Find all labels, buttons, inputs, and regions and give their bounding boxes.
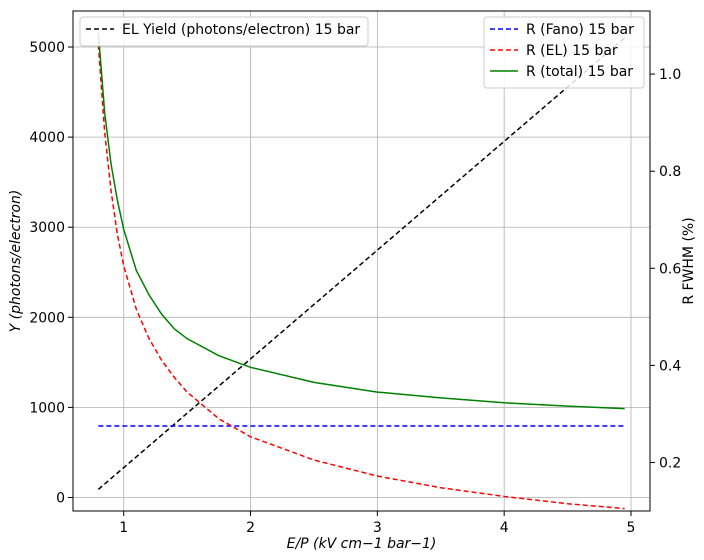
y-right-tick-label: 0.8	[659, 164, 681, 180]
x-tick-label: 4	[500, 520, 509, 536]
y-right-tick-label: 0.6	[659, 261, 681, 277]
y-left-tick-label: 4000	[29, 130, 65, 146]
x-tick-label: 2	[246, 520, 255, 536]
series-line-0	[97, 37, 626, 490]
plot-frame	[72, 10, 651, 512]
y-right-tick-label: 0.2	[659, 455, 681, 471]
y-left-tick-label: 1000	[29, 400, 65, 416]
series-layer	[97, 32, 626, 510]
legend-label: R (total) 15 bar	[526, 64, 633, 80]
y-left-tick-label: 0	[56, 490, 65, 506]
series-line-2	[97, 44, 625, 510]
y-right-tick-label: 0.4	[659, 358, 681, 374]
y-left-tick-label: 3000	[29, 220, 65, 236]
x-tick-label: 3	[373, 520, 382, 536]
legend-box	[483, 16, 645, 89]
legend-label: EL Yield (photons/electron) 15 bar	[122, 22, 360, 38]
x-tick-label: 5	[627, 520, 636, 536]
x-axis-ticks: 1 2 3 4 5	[119, 511, 635, 536]
y-left-tick-label: 5000	[29, 40, 65, 56]
y-right-tick-label: 1.0	[659, 67, 681, 83]
legend-right: R (Fano) 15 bar R (EL) 15 bar R (total) 15…	[483, 16, 645, 89]
legend-box	[79, 16, 369, 47]
legend-left: EL Yield (photons/electron) 15 bar	[79, 16, 369, 47]
y-left-tick-label: 2000	[29, 310, 65, 326]
x-tick-label: 1	[119, 520, 128, 536]
y-left-axis-ticks: 0 1000 2000 3000 4000 5000	[29, 40, 73, 506]
legend-label: R (EL) 15 bar	[526, 43, 618, 59]
y-right-axis-ticks: 0.2 0.4 0.6 0.8 1.0	[650, 67, 681, 471]
series-line-3	[97, 32, 625, 410]
y-left-axis-label: Y (photons/electron)	[8, 190, 24, 333]
y-right-axis-label: R FWHM (%)	[681, 217, 697, 304]
x-axis-label: E/P (kV cm−1 bar−1)	[287, 536, 437, 552]
legend-label: R (Fano) 15 bar	[526, 22, 634, 38]
